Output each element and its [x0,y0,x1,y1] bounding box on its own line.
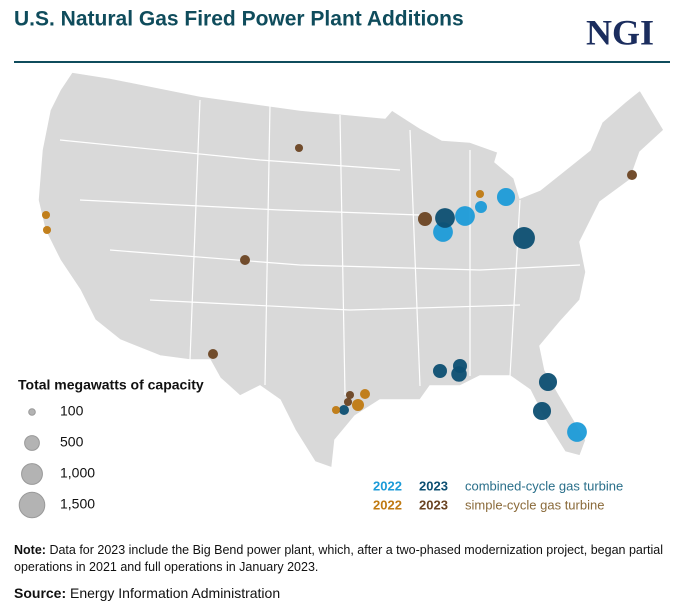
plant-bubble [41,210,51,220]
logo: NGI [586,12,654,52]
legend-label: combined-cycle gas turbine [465,478,623,493]
legend-year: 2022 [373,478,402,493]
title: U.S. Natural Gas Fired Power Plant Addit… [14,8,464,31]
size-legend-label: 100 [60,403,84,419]
note-label: Note: [14,543,46,557]
legend-label: simple-cycle gas turbine [465,497,604,512]
plant-bubble [343,397,353,407]
plant-bubble [451,366,467,382]
plant-bubble [532,401,552,421]
plant-bubble [207,348,219,360]
legend-year: 2023 [419,478,448,493]
size-legend-circle [24,435,40,451]
legend-year: 2023 [419,497,448,512]
size-legend-label: 500 [60,434,84,450]
plant-bubble [538,372,558,392]
plant-bubble [239,254,251,266]
size-legend-label: 1,500 [60,496,95,512]
plant-bubble [432,363,448,379]
source: Source: Energy Information Administratio… [14,585,280,601]
note: Note: Data for 2023 include the Big Bend… [14,542,674,576]
plant-bubble [42,225,52,235]
size-legend-circle [28,408,36,416]
plant-bubble [475,201,487,213]
plant-bubble [359,388,371,400]
us-outline [37,71,665,470]
size-legend-circle [21,463,43,485]
size-legend-label: 1,000 [60,465,95,481]
plant-bubble [435,208,455,228]
plant-bubble [496,187,516,207]
plant-bubble [294,143,304,153]
note-text: Data for 2023 include the Big Bend power… [14,543,664,574]
plant-bubble [475,189,485,199]
size-legend-title: Total megawatts of capacity [18,377,204,393]
source-text: Energy Information Administration [70,585,281,601]
plant-bubble [338,404,350,416]
state-lines [59,99,581,396]
plant-bubble [626,169,638,181]
legend-year: 2022 [373,497,402,512]
plant-bubble [417,211,433,227]
map-figure: U.S. Natural Gas Fired Power Plant Addit… [14,8,670,519]
source-label: Source: [14,585,67,601]
plant-bubble [345,390,355,400]
size-legend-circle [18,491,46,519]
plant-bubble [455,206,475,226]
plant-bubble [513,227,535,249]
plant-bubble [331,405,341,415]
plant-bubble [352,399,364,411]
plant-bubble [567,422,587,442]
